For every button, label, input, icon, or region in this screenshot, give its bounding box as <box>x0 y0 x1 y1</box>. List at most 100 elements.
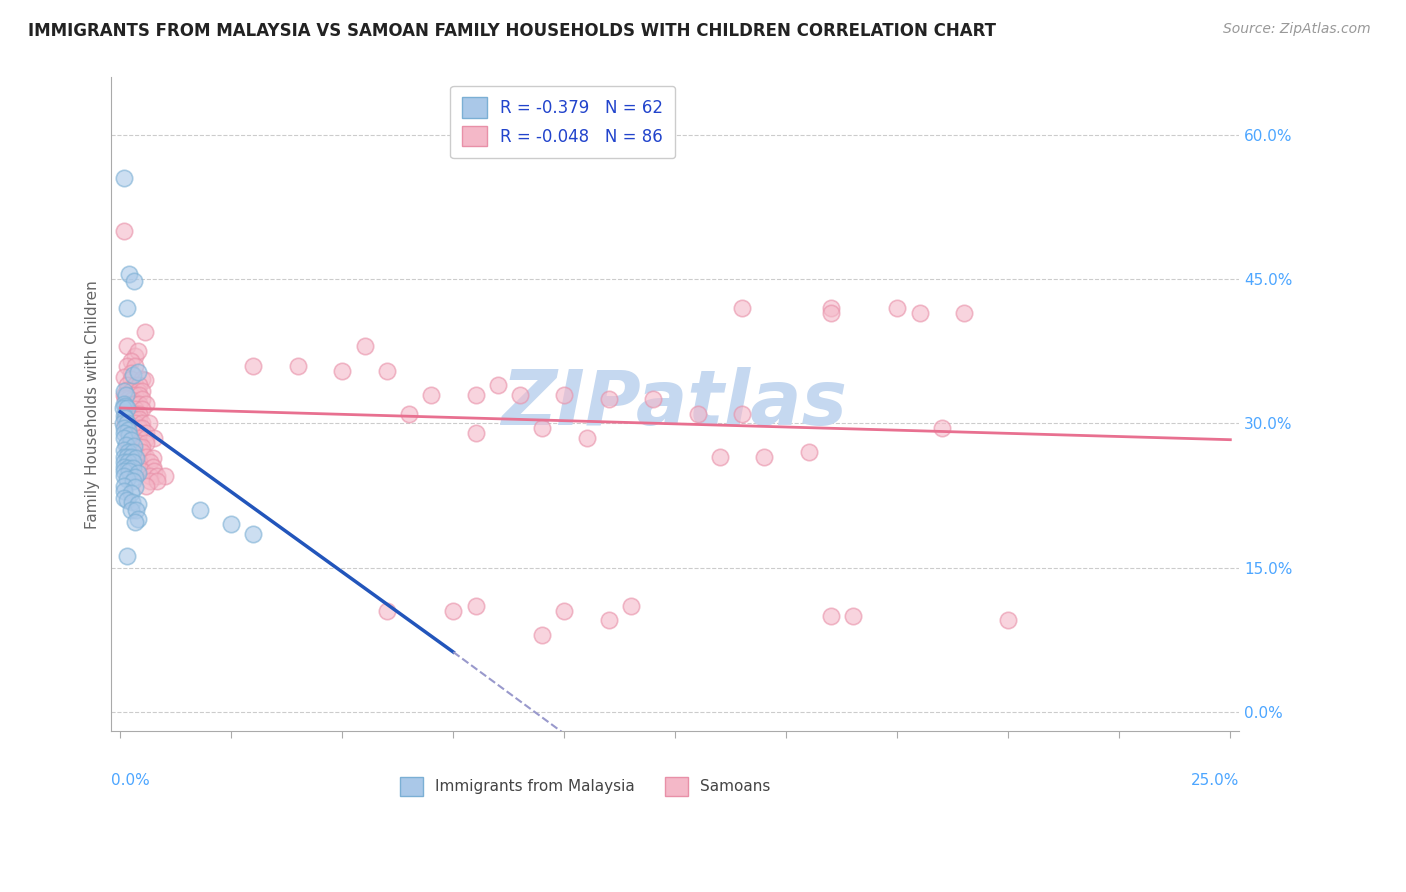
Point <box>125 450 148 465</box>
Point <box>135 431 157 445</box>
Point <box>128 441 150 455</box>
Point <box>117 472 139 486</box>
Point <box>124 445 146 459</box>
Point <box>242 527 264 541</box>
Point <box>112 370 135 384</box>
Point <box>112 459 135 474</box>
Point <box>117 460 139 475</box>
Point <box>117 425 139 440</box>
Point <box>464 425 486 440</box>
Point <box>221 517 243 532</box>
Point <box>121 495 143 509</box>
Point <box>118 464 141 478</box>
Point <box>135 450 157 464</box>
Point <box>145 469 167 483</box>
Point <box>125 503 148 517</box>
Point <box>138 417 160 431</box>
Point <box>131 441 153 455</box>
Point <box>117 549 139 563</box>
Point <box>731 301 754 315</box>
Point <box>121 431 143 445</box>
Point <box>115 301 138 315</box>
Point <box>138 469 160 483</box>
Point <box>128 431 150 445</box>
Point <box>131 417 153 431</box>
Point <box>820 608 842 623</box>
Point <box>117 423 139 437</box>
Point <box>117 445 139 459</box>
Point <box>114 392 136 406</box>
Point <box>121 407 143 421</box>
Point <box>111 401 134 415</box>
Point <box>486 378 509 392</box>
Point <box>553 604 575 618</box>
Point <box>120 384 142 398</box>
Point <box>121 393 143 408</box>
Point <box>553 387 575 401</box>
Point <box>441 604 464 618</box>
Point <box>121 460 143 475</box>
Point <box>620 599 643 613</box>
Point <box>131 464 153 478</box>
Point <box>121 455 143 469</box>
Point <box>188 503 211 517</box>
Point <box>122 439 145 453</box>
Legend: Immigrants from Malaysia, Samoans: Immigrants from Malaysia, Samoans <box>394 771 776 802</box>
Point <box>117 455 139 469</box>
Point <box>122 274 145 288</box>
Point <box>121 421 143 435</box>
Point <box>112 464 135 478</box>
Point <box>117 407 139 421</box>
Point <box>134 373 156 387</box>
Text: 0.0%: 0.0% <box>111 773 150 789</box>
Point <box>117 417 139 431</box>
Point <box>117 378 139 392</box>
Point <box>112 421 135 435</box>
Point <box>124 480 146 494</box>
Point <box>124 359 146 373</box>
Point <box>598 392 620 407</box>
Point <box>145 474 167 488</box>
Point <box>464 599 486 613</box>
Point <box>117 450 139 464</box>
Point <box>686 407 709 421</box>
Point <box>117 397 139 411</box>
Point <box>127 384 149 398</box>
Point <box>121 368 143 383</box>
Point <box>124 387 146 401</box>
Point <box>120 450 142 464</box>
Point <box>112 224 135 238</box>
Point <box>112 483 135 498</box>
Point <box>112 491 135 506</box>
Point <box>953 306 976 320</box>
Point <box>124 411 146 425</box>
Point <box>120 433 142 447</box>
Point <box>114 417 136 431</box>
Point <box>120 485 142 500</box>
Point <box>117 383 139 397</box>
Point <box>330 363 353 377</box>
Point <box>142 431 165 445</box>
Point <box>112 455 135 469</box>
Point <box>143 464 166 478</box>
Point <box>643 392 665 407</box>
Point <box>117 339 139 353</box>
Text: IMMIGRANTS FROM MALAYSIA VS SAMOAN FAMILY HOUSEHOLDS WITH CHILDREN CORRELATION C: IMMIGRANTS FROM MALAYSIA VS SAMOAN FAMIL… <box>28 22 995 40</box>
Point <box>135 435 157 450</box>
Point <box>752 450 775 464</box>
Point <box>131 372 153 386</box>
Point <box>121 411 143 425</box>
Point <box>112 397 135 411</box>
Point <box>128 378 150 392</box>
Point <box>111 417 134 431</box>
Point <box>114 411 136 425</box>
Point <box>127 344 149 359</box>
Point <box>997 613 1019 627</box>
Point <box>131 401 153 416</box>
Point <box>420 387 443 401</box>
Point <box>131 445 153 459</box>
Point <box>120 372 142 386</box>
Point <box>138 455 160 469</box>
Point <box>931 421 953 435</box>
Point <box>124 516 146 530</box>
